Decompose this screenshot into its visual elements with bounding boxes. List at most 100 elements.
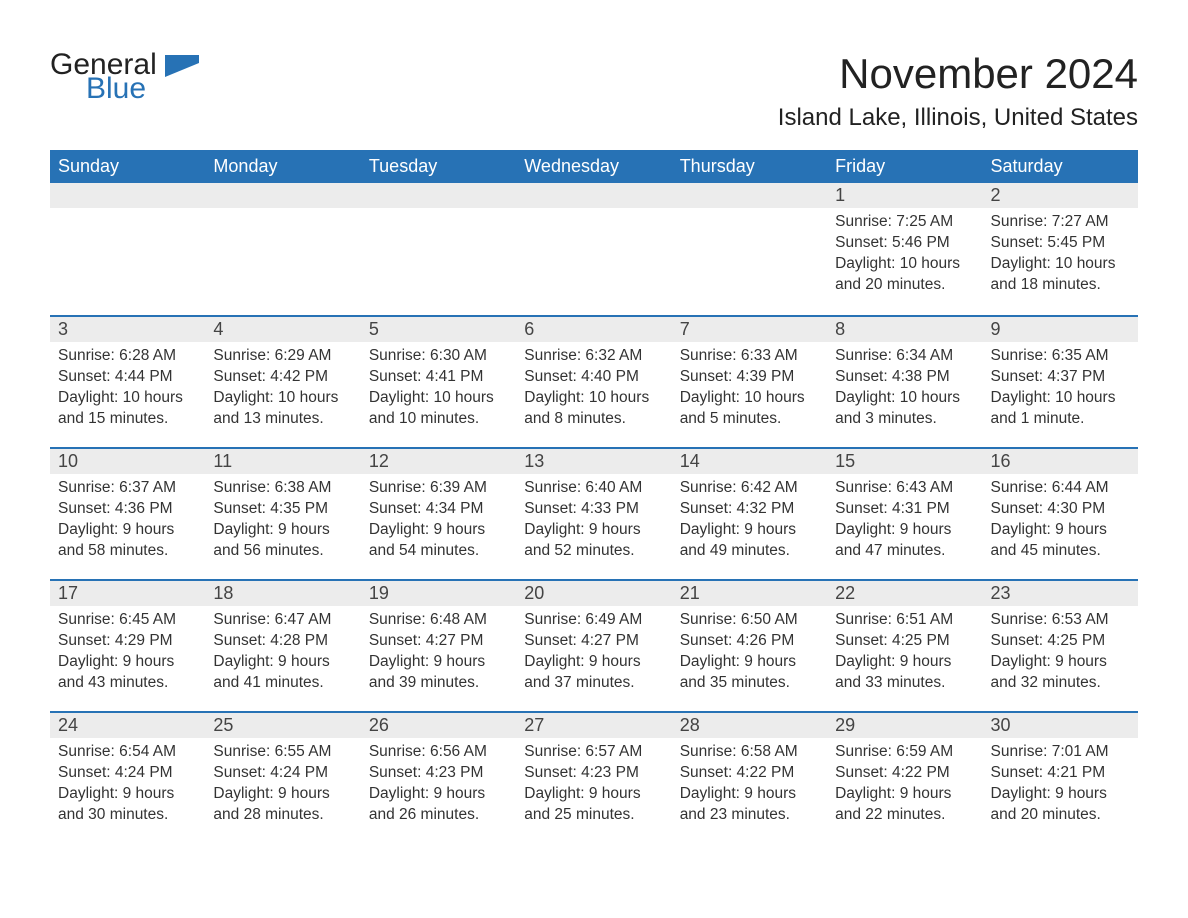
- calendar-day-cell: 18Sunrise: 6:47 AMSunset: 4:28 PMDayligh…: [205, 579, 360, 711]
- day-info: Sunrise: 7:27 AMSunset: 5:45 PMDaylight:…: [983, 208, 1138, 304]
- sunset-text: Sunset: 4:32 PM: [680, 499, 819, 520]
- sunset-text: Sunset: 4:42 PM: [213, 367, 352, 388]
- calendar-day-cell: 13Sunrise: 6:40 AMSunset: 4:33 PMDayligh…: [516, 447, 671, 579]
- sunset-text: Sunset: 4:22 PM: [680, 763, 819, 784]
- daylight-text: Daylight: 10 hours and 3 minutes.: [835, 388, 974, 430]
- daylight-text: Daylight: 9 hours and 39 minutes.: [369, 652, 508, 694]
- day-number: 2: [983, 183, 1138, 208]
- weekday-header: Thursday: [672, 150, 827, 183]
- day-info: Sunrise: 6:28 AMSunset: 4:44 PMDaylight:…: [50, 342, 205, 438]
- calendar-day-cell: 14Sunrise: 6:42 AMSunset: 4:32 PMDayligh…: [672, 447, 827, 579]
- day-number: 20: [516, 579, 671, 606]
- sunrise-text: Sunrise: 6:29 AM: [213, 346, 352, 367]
- calendar-day-cell: 7Sunrise: 6:33 AMSunset: 4:39 PMDaylight…: [672, 315, 827, 447]
- weekday-header: Monday: [205, 150, 360, 183]
- day-info: Sunrise: 6:49 AMSunset: 4:27 PMDaylight:…: [516, 606, 671, 702]
- sunset-text: Sunset: 4:29 PM: [58, 631, 197, 652]
- sunrise-text: Sunrise: 6:40 AM: [524, 478, 663, 499]
- daylight-text: Daylight: 9 hours and 43 minutes.: [58, 652, 197, 694]
- sunrise-text: Sunrise: 7:01 AM: [991, 742, 1130, 763]
- sunrise-text: Sunrise: 6:38 AM: [213, 478, 352, 499]
- calendar-header-row: Sunday Monday Tuesday Wednesday Thursday…: [50, 150, 1138, 183]
- day-number: 24: [50, 711, 205, 738]
- calendar-day-cell: 1Sunrise: 7:25 AMSunset: 5:46 PMDaylight…: [827, 183, 982, 315]
- day-number: .: [516, 183, 671, 208]
- day-info: Sunrise: 6:58 AMSunset: 4:22 PMDaylight:…: [672, 738, 827, 834]
- day-info: Sunrise: 6:33 AMSunset: 4:39 PMDaylight:…: [672, 342, 827, 438]
- sunrise-text: Sunrise: 6:48 AM: [369, 610, 508, 631]
- sunset-text: Sunset: 4:33 PM: [524, 499, 663, 520]
- day-number: .: [361, 183, 516, 208]
- calendar-week-row: 3Sunrise: 6:28 AMSunset: 4:44 PMDaylight…: [50, 315, 1138, 447]
- day-info: Sunrise: 6:40 AMSunset: 4:33 PMDaylight:…: [516, 474, 671, 570]
- daylight-text: Daylight: 10 hours and 13 minutes.: [213, 388, 352, 430]
- daylight-text: Daylight: 9 hours and 23 minutes.: [680, 784, 819, 826]
- daylight-text: Daylight: 10 hours and 15 minutes.: [58, 388, 197, 430]
- daylight-text: Daylight: 9 hours and 20 minutes.: [991, 784, 1130, 826]
- calendar-week-row: 17Sunrise: 6:45 AMSunset: 4:29 PMDayligh…: [50, 579, 1138, 711]
- calendar-day-cell: 4 Sunrise: 6:29 AMSunset: 4:42 PMDaylight…: [205, 315, 360, 447]
- sunset-text: Sunset: 4:25 PM: [835, 631, 974, 652]
- day-number: 27: [516, 711, 671, 738]
- day-number: 13: [516, 447, 671, 474]
- day-info: Sunrise: 6:43 AMSunset: 4:31 PMDaylight:…: [827, 474, 982, 570]
- sunrise-text: Sunrise: 6:54 AM: [58, 742, 197, 763]
- sunrise-text: Sunrise: 6:34 AM: [835, 346, 974, 367]
- sunset-text: Sunset: 4:41 PM: [369, 367, 508, 388]
- day-number: 4: [205, 315, 360, 342]
- sunset-text: Sunset: 4:36 PM: [58, 499, 197, 520]
- calendar-day-cell: 22Sunrise: 6:51 AMSunset: 4:25 PMDayligh…: [827, 579, 982, 711]
- daylight-text: Daylight: 9 hours and 30 minutes.: [58, 784, 197, 826]
- calendar-day-cell: 8Sunrise: 6:34 AMSunset: 4:38 PMDaylight…: [827, 315, 982, 447]
- calendar-day-cell: ..: [50, 183, 205, 315]
- day-info: Sunrise: 6:35 AMSunset: 4:37 PMDaylight:…: [983, 342, 1138, 438]
- sunrise-text: Sunrise: 6:32 AM: [524, 346, 663, 367]
- daylight-text: Daylight: 9 hours and 49 minutes.: [680, 520, 819, 562]
- day-info: Sunrise: 6:34 AMSunset: 4:38 PMDaylight:…: [827, 342, 982, 438]
- sunset-text: Sunset: 4:25 PM: [991, 631, 1130, 652]
- sunrise-text: Sunrise: 7:25 AM: [835, 212, 974, 233]
- calendar-day-cell: ..: [361, 183, 516, 315]
- sunset-text: Sunset: 4:24 PM: [213, 763, 352, 784]
- daylight-text: Daylight: 9 hours and 22 minutes.: [835, 784, 974, 826]
- daylight-text: Daylight: 10 hours and 8 minutes.: [524, 388, 663, 430]
- calendar-day-cell: 15Sunrise: 6:43 AMSunset: 4:31 PMDayligh…: [827, 447, 982, 579]
- day-number: 29: [827, 711, 982, 738]
- weekday-header: Sunday: [50, 150, 205, 183]
- day-number: 17: [50, 579, 205, 606]
- sunrise-text: Sunrise: 6:57 AM: [524, 742, 663, 763]
- day-number: .: [205, 183, 360, 208]
- sunset-text: Sunset: 4:31 PM: [835, 499, 974, 520]
- sunrise-text: Sunrise: 6:58 AM: [680, 742, 819, 763]
- calendar-day-cell: 23Sunrise: 6:53 AMSunset: 4:25 PMDayligh…: [983, 579, 1138, 711]
- calendar-week-row: 10Sunrise: 6:37 AMSunset: 4:36 PMDayligh…: [50, 447, 1138, 579]
- daylight-text: Daylight: 9 hours and 58 minutes.: [58, 520, 197, 562]
- sunrise-text: Sunrise: 6:33 AM: [680, 346, 819, 367]
- daylight-text: Daylight: 10 hours and 5 minutes.: [680, 388, 819, 430]
- calendar-day-cell: 19Sunrise: 6:48 AMSunset: 4:27 PMDayligh…: [361, 579, 516, 711]
- daylight-text: Daylight: 9 hours and 37 minutes.: [524, 652, 663, 694]
- day-number: 30: [983, 711, 1138, 738]
- daylight-text: Daylight: 9 hours and 35 minutes.: [680, 652, 819, 694]
- day-info: Sunrise: 6:51 AMSunset: 4:25 PMDaylight:…: [827, 606, 982, 702]
- calendar-day-cell: 26Sunrise: 6:56 AMSunset: 4:23 PMDayligh…: [361, 711, 516, 843]
- sunset-text: Sunset: 4:34 PM: [369, 499, 508, 520]
- sunrise-text: Sunrise: 6:50 AM: [680, 610, 819, 631]
- daylight-text: Daylight: 9 hours and 41 minutes.: [213, 652, 352, 694]
- calendar-day-cell: 29Sunrise: 6:59 AMSunset: 4:22 PMDayligh…: [827, 711, 982, 843]
- sunset-text: Sunset: 4:44 PM: [58, 367, 197, 388]
- title-block: November 2024 Island Lake, Illinois, Uni…: [778, 50, 1138, 142]
- sunrise-text: Sunrise: 6:28 AM: [58, 346, 197, 367]
- day-number: .: [672, 183, 827, 208]
- calendar-day-cell: 27Sunrise: 6:57 AMSunset: 4:23 PMDayligh…: [516, 711, 671, 843]
- calendar-day-cell: 20Sunrise: 6:49 AMSunset: 4:27 PMDayligh…: [516, 579, 671, 711]
- calendar-day-cell: 21Sunrise: 6:50 AMSunset: 4:26 PMDayligh…: [672, 579, 827, 711]
- day-info: Sunrise: 6:44 AMSunset: 4:30 PMDaylight:…: [983, 474, 1138, 570]
- logo-flag-icon: [165, 55, 199, 77]
- calendar-day-cell: 24Sunrise: 6:54 AMSunset: 4:24 PMDayligh…: [50, 711, 205, 843]
- day-number: 21: [672, 579, 827, 606]
- daylight-text: Daylight: 9 hours and 54 minutes.: [369, 520, 508, 562]
- location: Island Lake, Illinois, United States: [778, 104, 1138, 132]
- day-number: 10: [50, 447, 205, 474]
- calendar-body: ..........1Sunrise: 7:25 AMSunset: 5:46 …: [50, 183, 1138, 843]
